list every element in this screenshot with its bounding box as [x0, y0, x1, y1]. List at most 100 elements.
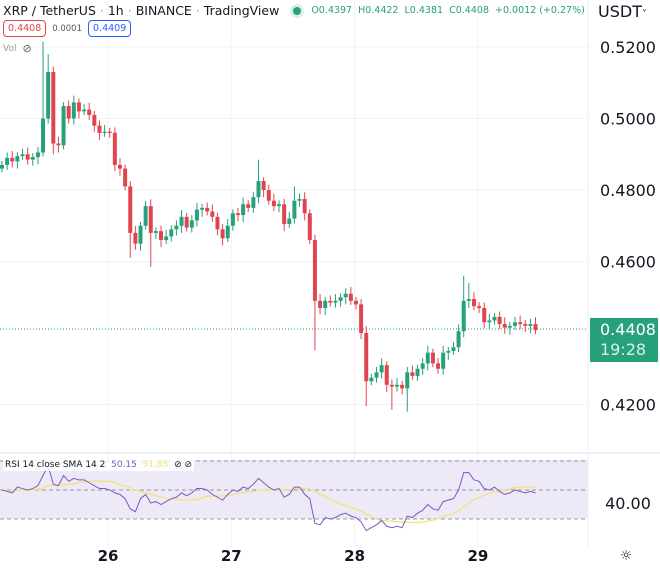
currency-unit-dropdown[interactable]: USDT˅ [598, 2, 647, 21]
candle-up [61, 105, 66, 146]
candle-down [266, 190, 271, 201]
time-tick: 26 [98, 547, 119, 565]
candle-up [143, 206, 148, 226]
candle-down [307, 213, 312, 241]
candle-down [518, 322, 523, 325]
candle-up [102, 131, 107, 133]
candle-down [56, 143, 61, 146]
candle-down [533, 324, 538, 331]
candle-up [292, 200, 297, 219]
candle-down [471, 299, 476, 307]
gear-icon[interactable]: ☼ [620, 548, 633, 564]
candle-down [282, 204, 287, 224]
candle-up [189, 220, 194, 228]
candle-up [287, 218, 292, 224]
candle-down [76, 102, 81, 112]
current-price-label: 0.4408 19:28 [590, 318, 658, 362]
candle-up [507, 325, 512, 328]
ohlc-values: O0.4397 H0.4422 L0.4381 C0.4408 +0.0012 … [311, 5, 585, 16]
candle-up [179, 216, 184, 226]
candle-up [420, 363, 425, 369]
candle-down [184, 216, 189, 228]
candle-down [25, 154, 30, 160]
candle-up [46, 72, 51, 119]
chart-legend: XRP / TetherUS · 1h · BINANCE · TradingV… [3, 3, 585, 18]
time-tick: 27 [221, 547, 242, 565]
time-tick: 28 [344, 547, 365, 565]
bar-countdown: 19:28 [600, 340, 647, 359]
candle-up [405, 372, 410, 389]
candle-up [0, 164, 4, 169]
candle-down [107, 131, 112, 133]
candle-down [97, 125, 102, 133]
rsi-sma-line [1, 480, 536, 524]
candle-up [169, 229, 174, 237]
candle-down [302, 198, 307, 214]
grid [0, 0, 588, 548]
buy-button[interactable]: 0.4409 [88, 20, 132, 37]
candle-up [30, 157, 35, 160]
candle-down [389, 384, 394, 387]
candle-down [353, 300, 358, 305]
price-tick: 0.4800 [600, 181, 656, 200]
candle-up [446, 350, 451, 353]
candle-down [482, 307, 487, 323]
candle-down [477, 306, 482, 308]
candle-down [318, 300, 323, 308]
candle-down [235, 213, 240, 216]
candle-up [82, 109, 87, 112]
candle-down [430, 352, 435, 364]
candle-down [210, 211, 215, 217]
candle-down [271, 200, 276, 207]
candle-down [51, 72, 56, 144]
candle-up [456, 331, 461, 348]
price-axis[interactable]: 0.5200 0.5000 0.4800 0.4600 0.4200 [600, 38, 656, 415]
candle-down [436, 363, 441, 369]
candle-up [277, 204, 282, 207]
symbol[interactable]: XRP / TetherUS [3, 3, 96, 18]
candle-up [256, 181, 261, 198]
candle-up [15, 156, 20, 162]
candle-up [174, 225, 179, 230]
candle-up [241, 204, 246, 216]
sell-button[interactable]: 0.4408 [3, 20, 47, 37]
candle-up [343, 293, 348, 298]
candle-down [220, 229, 225, 239]
candle-up [194, 209, 199, 221]
candle-down [384, 365, 389, 385]
candle-up [200, 207, 205, 210]
candle-up [374, 372, 379, 378]
interval[interactable]: 1h [107, 3, 124, 18]
candle-up [369, 377, 374, 382]
source: TradingView [203, 3, 280, 18]
candle-down [523, 324, 528, 326]
volume-legend: Vol ⊘ [3, 42, 32, 55]
price-tick: 0.5000 [600, 110, 656, 129]
candle-down [148, 206, 153, 233]
time-tick: 29 [467, 547, 488, 565]
price-tick: 0.4600 [600, 253, 656, 272]
candle-up [338, 297, 343, 301]
market-status-icon [293, 6, 302, 15]
candle-down [92, 114, 97, 126]
candle-up [35, 152, 40, 158]
candle-up [466, 299, 471, 301]
candle-up [153, 231, 158, 233]
price-tick: 0.5200 [600, 38, 656, 57]
eye-off-icon[interactable]: ⊘ [22, 42, 32, 55]
candle-up [441, 352, 446, 369]
candle-up [251, 197, 256, 208]
candle-down [123, 168, 128, 187]
candle-up [425, 352, 430, 364]
candle-down [246, 204, 251, 208]
candle-down [312, 240, 317, 301]
candle-up [379, 365, 384, 373]
time-axis[interactable]: 26 27 28 29 [98, 547, 489, 565]
quotes: 0.4408 0.0001 0.4409 [3, 20, 132, 37]
candle-down [364, 333, 369, 382]
candle-up [41, 118, 46, 153]
candle-up [297, 198, 302, 201]
candle-down [261, 181, 266, 190]
candle-down [410, 372, 415, 376]
